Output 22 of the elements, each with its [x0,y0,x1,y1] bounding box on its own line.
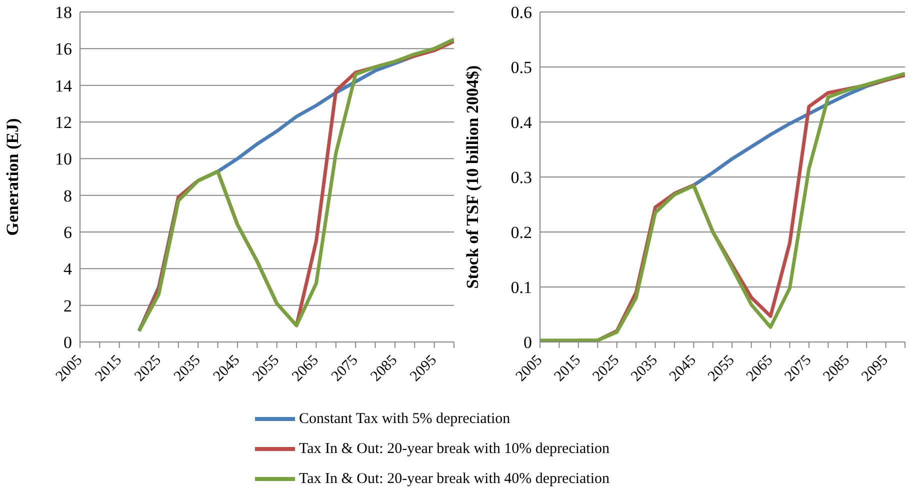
y-tick-label: 6 [64,223,72,242]
y-tick-label: 16 [55,40,72,59]
y-tick-label: 0 [64,333,72,352]
legend-label: Constant Tax with 5% depreciation [299,410,510,428]
y-tick-label: 0.5 [510,58,532,78]
y-axis-title: Stock of TSF (10 billion 2004$) [463,65,482,289]
y-tick-label: 2 [64,296,72,316]
y-tick-label: 14 [55,76,72,96]
legend-label: Tax In & Out: 20-year break with 40% depreciation [299,470,610,488]
y-tick-label: 18 [55,3,72,22]
y-axis-title: Generation (EJ) [3,118,22,236]
y-tick-label: 0 [524,333,532,352]
y-tick-label: 10 [55,150,72,169]
y-tick-label: 0.3 [510,168,532,188]
y-tick-label: 4 [64,260,72,279]
y-tick-label: 8 [64,186,72,206]
y-tick-label: 12 [55,113,72,132]
legend-label: Tax In & Out: 20-year break with 10% depreciation [299,440,610,458]
y-tick-label: 0.1 [510,278,532,298]
y-tick-label: 0.2 [510,223,532,242]
y-tick-label: 0.6 [510,3,532,22]
y-tick-label: 0.4 [510,113,532,132]
